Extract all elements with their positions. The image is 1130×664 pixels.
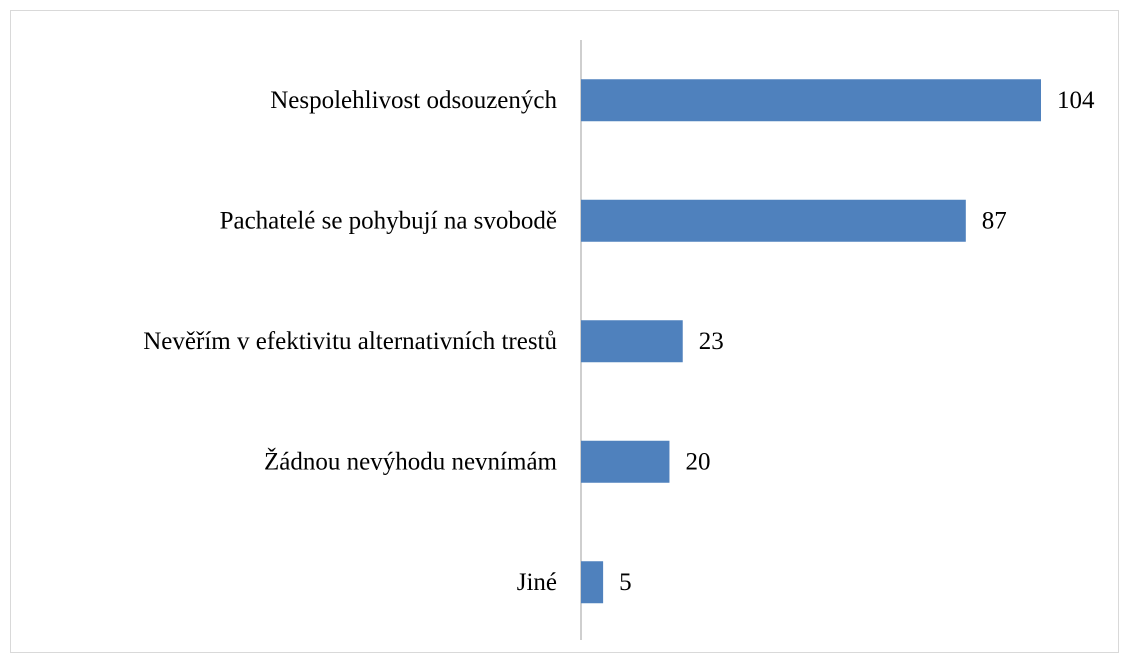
category-label: Jiné <box>517 569 557 596</box>
bar <box>581 561 604 604</box>
value-label: 87 <box>982 207 1007 234</box>
bar <box>581 199 966 242</box>
value-label: 104 <box>1057 87 1095 114</box>
bar <box>581 79 1041 122</box>
category-label: Nespolehlivost odsouzených <box>270 87 557 114</box>
bar <box>581 440 670 483</box>
value-label: 20 <box>685 448 710 475</box>
bar <box>581 320 683 363</box>
category-label: Nevěřím v efektivitu alternativních tres… <box>143 328 557 355</box>
value-label: 23 <box>699 328 724 355</box>
category-label: Pachatelé se pohybují na svobodě <box>220 207 557 234</box>
category-label: Žádnou nevýhodu nevnímám <box>264 447 558 475</box>
value-label: 5 <box>619 569 632 596</box>
